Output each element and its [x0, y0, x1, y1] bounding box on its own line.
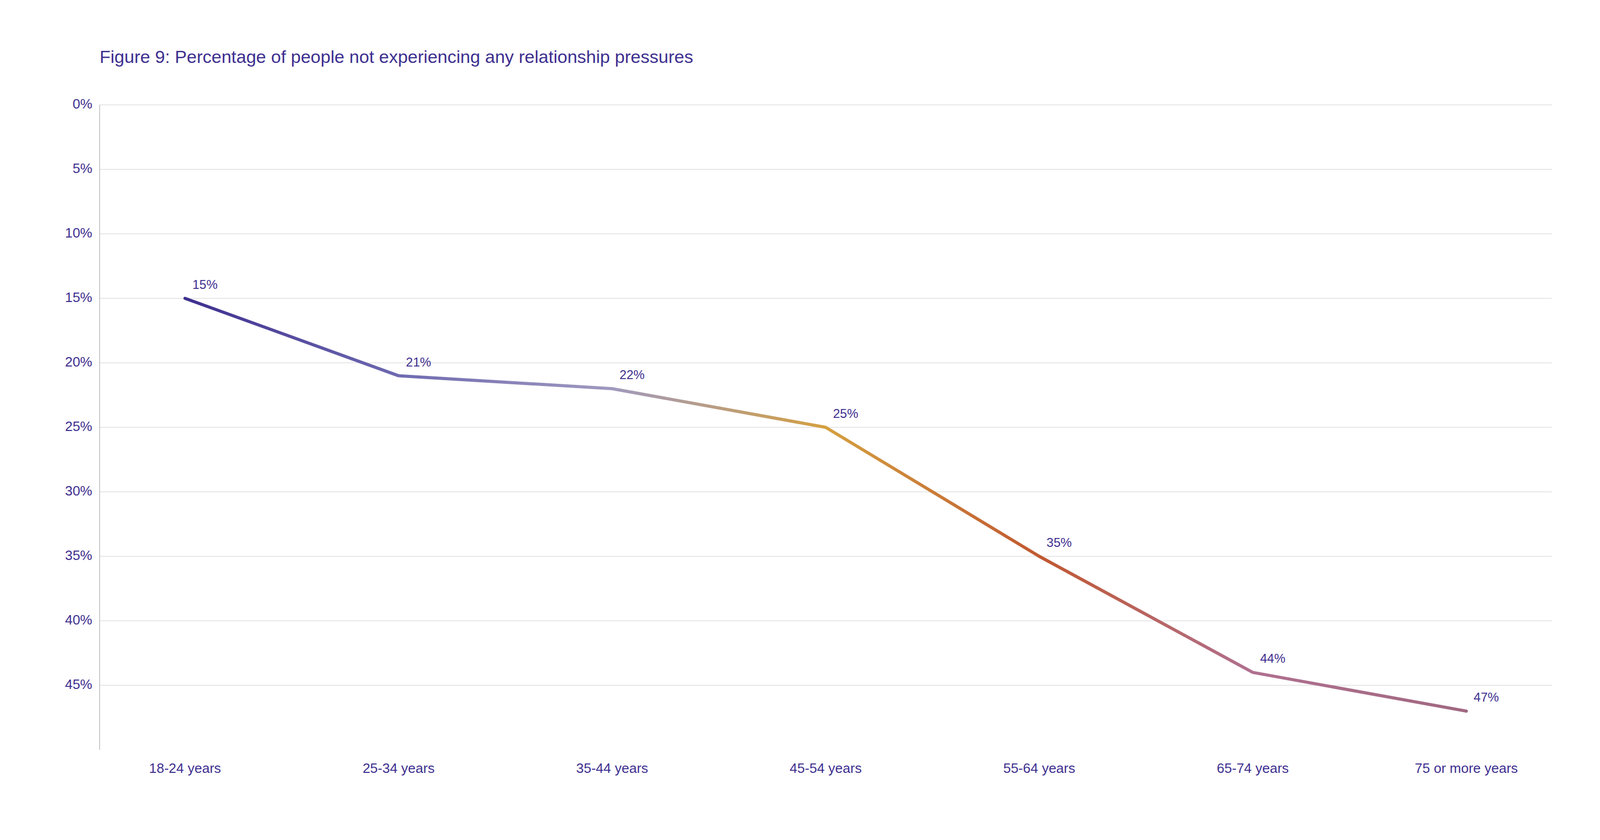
x-tick-label: 18-24 years [148, 760, 221, 776]
grid-line [99, 620, 1552, 622]
data-label: 35% [1046, 535, 1072, 550]
y-tick-label: 45% [65, 676, 93, 693]
y-tick-label: 25% [65, 418, 93, 435]
y-tick-label: 30% [65, 482, 93, 499]
grid-line [99, 168, 1552, 170]
y-axis-line [99, 104, 101, 750]
y-tick-label: 0% [72, 95, 93, 112]
y-tick-label: 40% [65, 611, 93, 628]
grid-line [99, 104, 1552, 106]
grid-line [99, 491, 1552, 493]
x-tick-label: 35-44 years [576, 760, 648, 776]
data-label: 22% [619, 367, 645, 382]
page: {"chart_data": {"type": "line", "title":… [0, 0, 1600, 840]
x-tick-label: 55-64 years [1003, 760, 1076, 776]
data-label: 47% [1473, 689, 1499, 705]
grid-line [99, 233, 1552, 235]
data-label: 15% [192, 277, 218, 292]
x-tick-label: 45-54 years [789, 760, 862, 776]
grid-line [99, 555, 1552, 557]
x-tick-label: 25-34 years [362, 760, 435, 776]
data-label: 21% [405, 354, 431, 370]
grid-line [99, 362, 1552, 364]
data-label: 44% [1260, 651, 1286, 666]
chart-title: Figure 9: Percentage of people not exper… [99, 46, 694, 67]
x-tick-label: 75 or more years [1414, 760, 1519, 776]
plot-area [185, 298, 1467, 711]
x-tick-label: 65-74 years [1216, 760, 1289, 776]
data-line [185, 298, 1467, 711]
y-tick-label: 10% [65, 224, 93, 241]
y-tick-label: 20% [65, 353, 93, 370]
y-tick-label: 5% [72, 160, 93, 177]
chart-container: Figure 9: Percentage of people not exper… [0, 0, 1600, 840]
grid [99, 104, 1552, 686]
y-tick-label: 35% [65, 547, 93, 564]
chart-svg: Figure 9: Percentage of people not exper… [0, 0, 1600, 840]
grid-line [99, 297, 1552, 299]
data-label: 25% [833, 406, 859, 421]
y-tick-label: 15% [65, 289, 93, 306]
background [0, 0, 1600, 840]
